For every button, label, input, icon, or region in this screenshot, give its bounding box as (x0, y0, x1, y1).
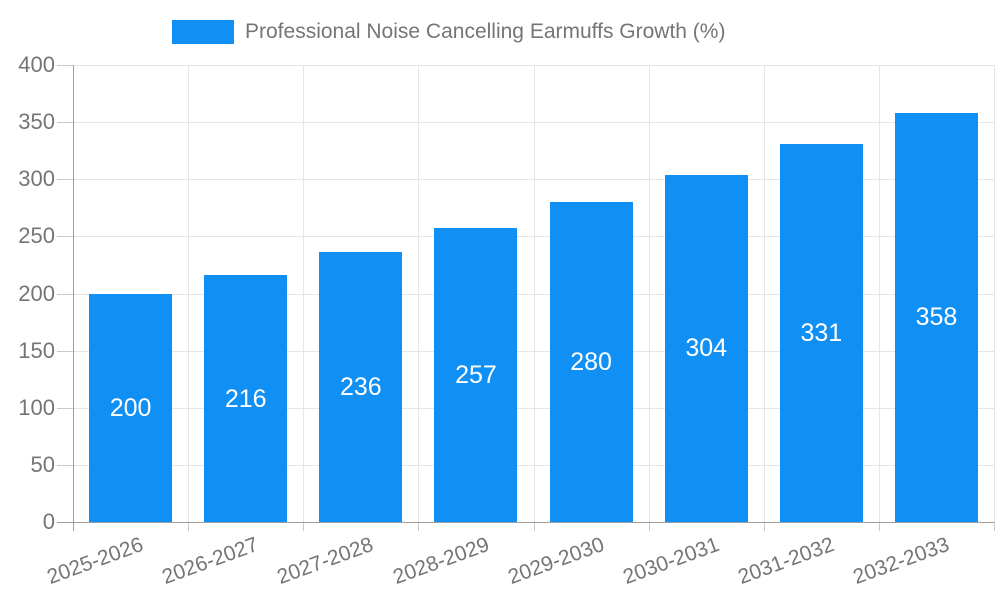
bar (89, 293, 173, 522)
y-tick (57, 350, 73, 352)
bar (664, 174, 748, 522)
y-tick (57, 236, 73, 238)
x-tick (994, 522, 995, 531)
y-axis-line (73, 65, 74, 531)
y-tick-label: 50 (30, 451, 55, 477)
y-tick (57, 407, 73, 409)
bar (549, 202, 633, 522)
y-tick (57, 464, 73, 466)
x-gridline (418, 65, 420, 522)
bar-value-label: 200 (109, 393, 152, 422)
x-gridline (878, 65, 880, 522)
y-tick (57, 122, 73, 124)
y-tick-label: 400 (18, 52, 55, 77)
x-tick-label: 2030-2031 (619, 533, 723, 589)
bar (779, 143, 863, 522)
x-tick-label: 2028-2029 (389, 533, 492, 589)
x-tick (303, 522, 305, 531)
bar-value-label: 280 (570, 348, 612, 377)
y-tick-label: 150 (18, 337, 55, 363)
x-gridline (994, 65, 995, 522)
y-tick-label: 350 (18, 109, 55, 135)
bar (319, 252, 403, 522)
x-tick (878, 522, 880, 531)
bar-value-label: 257 (455, 361, 497, 390)
x-gridline (303, 65, 305, 522)
x-gridline (648, 65, 650, 522)
x-axis-line (57, 522, 994, 523)
bar-value-label: 236 (339, 373, 382, 402)
x-tick (763, 522, 765, 531)
bar-value-label: 304 (685, 334, 728, 363)
x-tick (188, 522, 190, 531)
y-tick (57, 65, 73, 66)
bar (434, 228, 518, 522)
legend-label: Professional Noise Cancelling Earmuffs G… (245, 20, 726, 43)
x-gridline (763, 65, 765, 522)
bar (894, 112, 978, 522)
x-tick (533, 522, 535, 531)
y-tick-label: 300 (18, 166, 55, 192)
y-tick (57, 179, 73, 181)
x-tick-label: 2025-2026 (44, 533, 147, 589)
y-tick-label: 0 (42, 509, 55, 534)
y-tick-label: 250 (18, 223, 55, 249)
x-gridline (533, 65, 535, 522)
bar-value-label: 216 (224, 384, 267, 413)
y-tick-label: 200 (18, 280, 55, 306)
bar-value-label: 331 (800, 318, 843, 347)
y-tick-label: 100 (18, 394, 55, 420)
x-tick-label: 2027-2028 (274, 533, 377, 589)
x-tick-label: 2026-2027 (159, 533, 262, 589)
legend: Professional Noise Cancelling Earmuffs G… (172, 19, 725, 45)
bar (204, 275, 288, 522)
y-tick (57, 293, 73, 295)
x-tick-label: 2032-2033 (850, 533, 953, 589)
x-tick (418, 522, 420, 531)
bar-value-label: 358 (915, 303, 958, 332)
x-tick (648, 522, 650, 531)
legend-swatch (172, 20, 234, 44)
x-tick-label: 2031-2032 (734, 533, 838, 589)
x-gridline (188, 65, 190, 522)
x-tick-label: 2029-2030 (504, 533, 607, 589)
